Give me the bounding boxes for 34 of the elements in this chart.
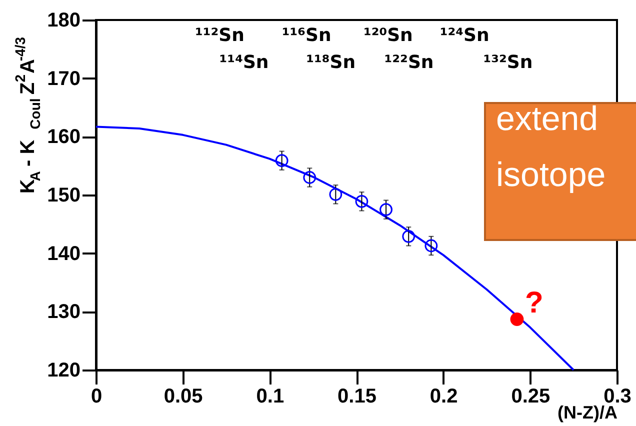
- y-tick-label: 130: [47, 301, 80, 324]
- x-tick-label: 0.25: [511, 386, 550, 408]
- y-tick-label: 140: [47, 242, 80, 265]
- annotation: ¹²⁰Sn: [363, 25, 413, 46]
- y-tick-label: 170: [47, 68, 80, 90]
- annotation: ¹²⁴Sn: [440, 25, 490, 46]
- point: [510, 312, 524, 326]
- y-tick-label: 180: [47, 10, 80, 32]
- point: [355, 194, 368, 208]
- point: [329, 188, 342, 201]
- y-tick-label: 120: [47, 360, 80, 382]
- x-tick-label: 0: [90, 386, 102, 408]
- point: [380, 203, 392, 216]
- annotation: ¹³²Sn: [483, 52, 533, 73]
- x-tick-label: 0.05: [164, 386, 203, 408]
- annotation: ¹¹⁸Sn: [306, 52, 356, 73]
- point: [275, 154, 288, 168]
- x-axis-title: (N-Z)/A: [558, 402, 618, 422]
- annotation: ¹¹²Sn: [194, 25, 244, 46]
- y-tick-label: 150: [47, 184, 80, 206]
- point: [402, 230, 416, 243]
- x-tick-label: 0.1: [256, 386, 284, 408]
- annotation: ¹²²Sn: [384, 52, 434, 73]
- point: [424, 239, 438, 252]
- annotation: isotope: [496, 156, 606, 194]
- annotation: ¹¹⁴Sn: [219, 52, 269, 73]
- y-tick-label: 160: [47, 126, 80, 148]
- y-axis-title: KA - KCoulZ2A-4/3: [12, 36, 43, 194]
- x-tick-label: 0.15: [338, 386, 376, 408]
- annotation: ¹¹⁶Sn: [282, 25, 332, 46]
- point: [303, 171, 316, 184]
- x-tick-label: 0.2: [430, 386, 458, 408]
- annotation: ?: [524, 286, 544, 320]
- annotation: extend: [496, 100, 598, 138]
